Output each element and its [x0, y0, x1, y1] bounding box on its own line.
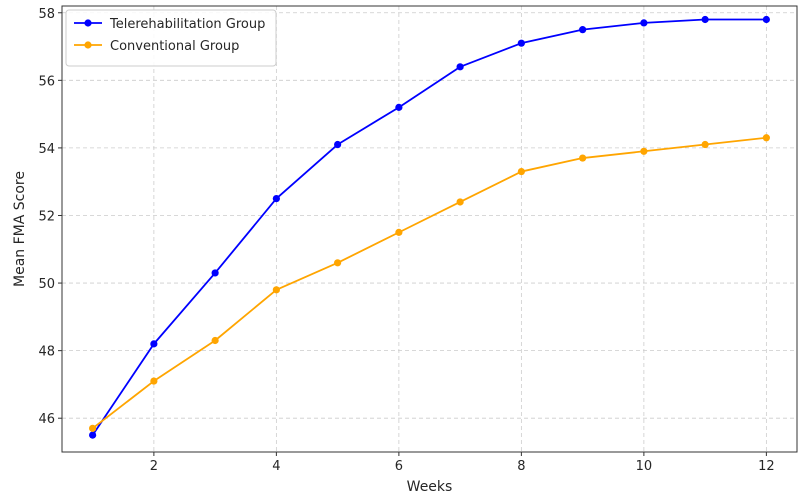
- y-tick-label: 56: [38, 74, 55, 89]
- legend-entry: Conventional Group: [74, 39, 239, 54]
- x-tick-label: 6: [395, 459, 403, 474]
- data-point: [334, 259, 342, 267]
- data-point: [150, 377, 158, 385]
- data-point: [579, 26, 587, 34]
- data-point: [701, 140, 709, 149]
- data-point: [89, 424, 97, 432]
- data-point: [89, 431, 97, 439]
- data-point: [395, 228, 403, 236]
- y-tick-label: 48: [38, 345, 55, 360]
- data-point: [640, 147, 648, 155]
- data-point: [334, 140, 342, 149]
- data-point: [579, 154, 587, 162]
- series-2: [89, 134, 770, 432]
- data-point: [272, 194, 280, 203]
- y-tick-label: 50: [38, 277, 55, 292]
- y-axis-label: Mean FMA Score: [12, 171, 28, 287]
- legend-swatch-marker: [84, 19, 92, 27]
- data-point: [272, 286, 280, 294]
- legend-label: Conventional Group: [110, 39, 239, 54]
- y-tick-label: 54: [38, 142, 55, 157]
- legend-swatch-marker: [84, 41, 92, 49]
- series-group: [89, 15, 770, 439]
- data-point: [762, 15, 770, 24]
- y-tick-label: 58: [38, 7, 55, 22]
- data-point: [762, 134, 770, 142]
- data-point: [517, 167, 525, 176]
- data-point: [456, 198, 464, 206]
- y-axis: 46 48 50 52 54 56 58: [38, 7, 62, 427]
- plot-area-frame: [61, 5, 798, 453]
- y-tick-label: 52: [38, 209, 55, 224]
- series-1: [89, 15, 770, 439]
- data-point: [211, 269, 219, 277]
- x-tick-label: 8: [517, 459, 525, 474]
- data-point: [211, 336, 219, 345]
- data-point: [701, 15, 709, 24]
- legend-entry: Telerehabilitation Group: [74, 17, 265, 32]
- series-line: [92, 136, 767, 430]
- data-point: [150, 340, 158, 348]
- legend-label: Telerehabilitation Group: [109, 17, 265, 32]
- data-point: [640, 19, 648, 27]
- x-tick-label: 4: [272, 459, 280, 474]
- x-tick-label: 10: [636, 459, 653, 474]
- data-point: [517, 39, 525, 47]
- legend-box: [65, 9, 277, 67]
- data-point: [395, 103, 403, 111]
- series-line: [91, 18, 767, 436]
- x-axis: 2 4 6 8 10 12: [150, 452, 775, 474]
- legend: Telerehabilitation Group Conventional Gro…: [65, 9, 277, 67]
- data-point: [456, 63, 464, 71]
- y-tick-label: 46: [38, 412, 55, 427]
- x-axis-label: Weeks: [407, 479, 453, 495]
- x-tick-label: 2: [150, 459, 158, 474]
- x-tick-label: 12: [758, 459, 775, 474]
- grid: [62, 6, 797, 452]
